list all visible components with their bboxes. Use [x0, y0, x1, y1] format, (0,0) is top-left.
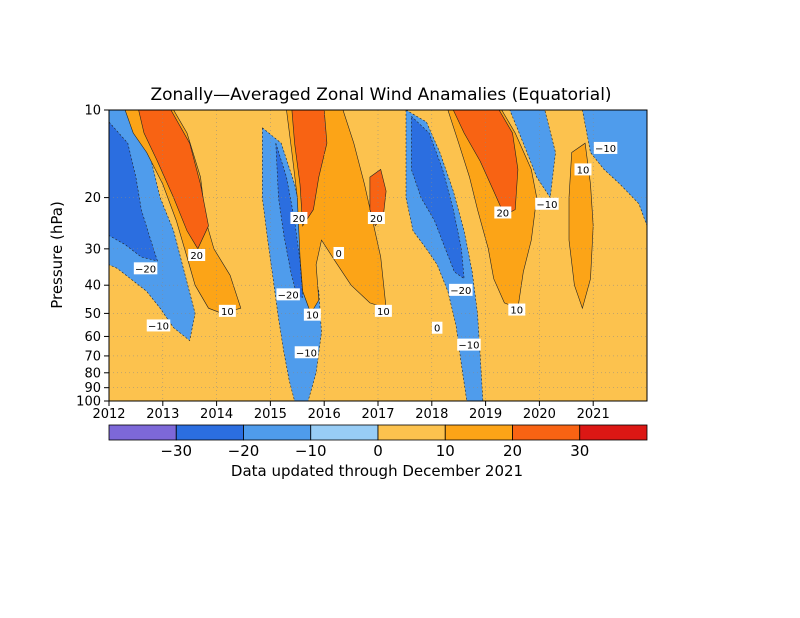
x-tick-label: 2020 — [523, 407, 556, 422]
colorbar-tick-label: 10 — [436, 442, 455, 460]
contour-label: 20 — [496, 208, 509, 219]
anomaly-band-6 — [509, 110, 556, 199]
x-tick-label: 2015 — [254, 407, 287, 422]
y-axis-label: Pressure (hPa) — [48, 201, 66, 309]
contour-label: 20 — [370, 214, 383, 225]
x-tick-label: 2018 — [415, 407, 448, 422]
y-tick-label: 40 — [84, 279, 101, 294]
colorbar-tick-label: 0 — [373, 442, 383, 460]
contour-label: 10 — [221, 307, 234, 318]
contour-label-box — [593, 141, 618, 154]
colorbar-swatch — [243, 424, 312, 441]
contour-label: 20 — [190, 251, 203, 262]
colorbar-swatch — [579, 424, 648, 441]
y-tick-label: 50 — [84, 307, 101, 322]
contour-label: −10 — [296, 348, 317, 359]
colorbar-tick-label: −20 — [228, 442, 260, 460]
contour-label-box — [457, 338, 481, 351]
y-tick-label: 90 — [84, 381, 101, 396]
contour-label-box — [431, 321, 443, 334]
colorbar-swatch — [512, 424, 581, 441]
x-tick-label: 2017 — [361, 407, 394, 422]
contour-label-box — [494, 206, 512, 219]
y-tick-label: 70 — [84, 349, 101, 364]
colorbar-note: Data updated through December 2021 — [231, 462, 523, 480]
contour-label: 0 — [336, 249, 342, 260]
x-tick-label: 2019 — [469, 407, 502, 422]
contour-label-box — [374, 304, 392, 317]
x-tick-label: 2013 — [146, 407, 179, 422]
contour-label: 10 — [377, 307, 390, 318]
contour-label-box — [333, 246, 344, 259]
contour-label-box — [535, 197, 559, 210]
y-tick-label: 30 — [84, 242, 101, 257]
colorbar-swatch — [377, 424, 446, 441]
colorbar-swatch — [444, 424, 513, 441]
colorbar-tick-label: −10 — [295, 442, 327, 460]
contour-label-box — [146, 319, 171, 332]
contour-label: 0 — [434, 324, 440, 335]
contour-label: 10 — [306, 311, 319, 322]
contour-label-box — [276, 288, 300, 301]
contour-label-box — [290, 211, 308, 224]
contour-label-box — [294, 346, 319, 359]
contour-label-box — [133, 262, 158, 275]
contour-label-box — [449, 283, 473, 296]
contour-label: 10 — [577, 165, 590, 176]
contour-label: −20 — [278, 290, 299, 301]
x-tick-label: 2012 — [92, 407, 125, 422]
contour-label: −10 — [458, 341, 479, 352]
contour-label-box — [574, 163, 592, 176]
contour-label: −10 — [148, 321, 169, 332]
y-tick-label: 10 — [84, 104, 101, 119]
anomaly-band-3 — [275, 143, 304, 298]
contour-label-box — [508, 303, 526, 316]
y-tick-label: 60 — [84, 330, 101, 345]
contour-label-box — [367, 211, 385, 224]
contour-label: −10 — [536, 200, 557, 211]
plot-area — [109, 110, 647, 401]
colorbar-tick-label: 30 — [570, 442, 589, 460]
contour-label: 20 — [293, 214, 306, 225]
y-tick-label: 20 — [84, 191, 101, 206]
anomaly-band-11 — [291, 110, 328, 227]
colorbar: −30 −20 −10 0 10 20 30 — [108, 424, 648, 460]
y-tick-label: 100 — [76, 395, 101, 410]
contour-label-box — [188, 249, 206, 262]
chart-title: Zonally—Averaged Zonal Wind Anamalies (E… — [150, 85, 611, 105]
anomaly-band-1 — [109, 121, 158, 262]
contour-label: 10 — [510, 306, 523, 317]
x-tick-label: 2021 — [577, 407, 610, 422]
y-tick-label: 80 — [84, 366, 101, 381]
contour-label-box — [218, 304, 236, 317]
contour-label-box — [303, 308, 321, 321]
contour-label: −20 — [135, 264, 156, 275]
colorbar-swatch — [108, 424, 177, 441]
anomaly-band-7 — [582, 110, 647, 226]
contour-label: −10 — [595, 144, 616, 155]
x-tick-label: 2014 — [200, 407, 233, 422]
colorbar-tick-label: −30 — [160, 442, 192, 460]
colorbar-swatch — [175, 424, 244, 441]
x-tick-label: 2016 — [308, 407, 341, 422]
contour-label: −20 — [450, 286, 471, 297]
colorbar-swatch — [310, 424, 379, 441]
colorbar-tick-label: 20 — [503, 442, 522, 460]
